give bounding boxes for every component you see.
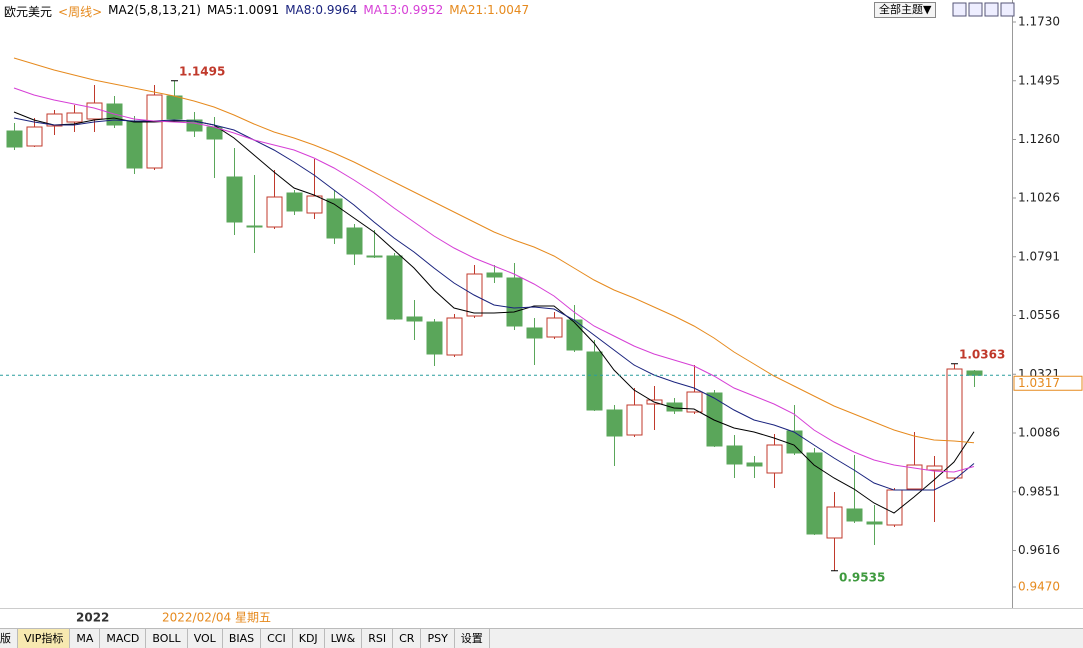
annotation-label: 0.9535 — [839, 570, 885, 584]
candle-body — [706, 392, 723, 447]
candle-body — [906, 464, 923, 490]
cursor-date: 2022/02/04 星期五 — [162, 611, 271, 625]
candle-body — [766, 444, 783, 474]
ma-line — [13, 87, 975, 473]
candle-body — [246, 225, 263, 228]
candle-body — [306, 195, 323, 214]
zoom-out-button[interactable] — [968, 2, 983, 17]
candle-body — [486, 272, 503, 278]
background — [0, 0, 1083, 628]
candle-body — [226, 176, 243, 223]
candle-body — [546, 317, 563, 338]
indicator-tab[interactable]: MA — [70, 629, 101, 648]
candle-body — [586, 351, 603, 411]
candle-body — [826, 506, 843, 539]
toolbar-icons — [952, 2, 1015, 17]
candle-body — [6, 130, 23, 148]
indicator-tab[interactable]: BOLL — [146, 629, 188, 648]
ma-line — [13, 117, 975, 491]
last-price-label: 1.0317 — [1018, 376, 1060, 390]
indicator-tab[interactable]: CCI — [261, 629, 293, 648]
y-tick-label: 1.1026 — [1018, 191, 1060, 205]
indicator: MA2(5,8,13,21) — [108, 3, 201, 17]
candle-body — [166, 95, 183, 120]
scroll-end-button[interactable] — [1000, 2, 1015, 17]
candle-body — [446, 317, 463, 356]
indicator-tab[interactable]: MACD — [100, 629, 147, 648]
indicator-tab[interactable]: PSY — [421, 629, 455, 648]
y-tick-label: 1.0086 — [1018, 426, 1060, 440]
candle-body — [326, 198, 343, 239]
y-tick-label: 1.1495 — [1018, 73, 1060, 87]
header: 欧元美元 <周线> MA2(5,8,13,21) MA5:1.0091 MA8:0… — [4, 3, 529, 20]
ma-line — [13, 111, 975, 514]
zoom-in-button[interactable] — [952, 2, 967, 17]
indicator-tab[interactable]: CR — [393, 629, 422, 648]
annotation-label: 1.0363 — [959, 347, 1005, 361]
y-tick-label: 1.1260 — [1018, 132, 1060, 146]
candle-body — [26, 126, 43, 147]
candle-body — [626, 404, 643, 436]
indicator-tab[interactable]: KDJ — [293, 629, 325, 648]
candle-body — [886, 489, 903, 526]
y-tick-label: 0.9470 — [1018, 580, 1060, 594]
candle-body — [266, 196, 283, 228]
legend-entry: MA8:0.9964 — [285, 3, 358, 17]
candle-body — [366, 255, 383, 258]
indicator-tab[interactable]: BIAS — [223, 629, 262, 648]
candle-body — [606, 409, 623, 437]
candle-body — [846, 508, 863, 522]
candle-body — [186, 119, 203, 132]
candle-body — [786, 430, 803, 454]
candle-body — [966, 370, 983, 376]
candle-body — [426, 321, 443, 355]
chart: 2022 2022/02/04 星期五 1.1730 1.1495 1.1260 1.… — [0, 0, 1083, 628]
candle-body — [346, 227, 363, 255]
symbol: 欧元美元 — [4, 5, 53, 19]
indicator-tab[interactable]: LW& — [325, 629, 363, 648]
candle-body — [806, 452, 823, 535]
candle-body — [126, 120, 143, 169]
y-tick-label: 0.9851 — [1018, 484, 1060, 498]
candle-body — [506, 277, 523, 327]
candle-body — [866, 521, 883, 525]
indicator-tab[interactable]: VOL — [188, 629, 223, 648]
legend-entry: MA13:0.9952 — [363, 3, 444, 17]
period[interactable]: <周线> — [58, 5, 103, 19]
indicator-tab[interactable]: 设置 — [455, 629, 490, 648]
plot-area — [6, 57, 983, 571]
candle-body — [386, 255, 403, 320]
annotation-label: 1.1495 — [179, 64, 225, 78]
candle-body — [946, 368, 963, 479]
ma-line — [13, 57, 975, 444]
theme-button[interactable]: 全部主题▼ — [874, 2, 937, 18]
candle-body — [46, 113, 63, 127]
scroll-button[interactable] — [984, 2, 999, 17]
y-tick-label: 1.0791 — [1018, 249, 1060, 263]
y-tick-label: 1.0556 — [1018, 308, 1060, 322]
candle-body — [686, 391, 703, 413]
y-tick-label: 1.1730 — [1018, 15, 1060, 29]
candle-body — [666, 402, 683, 412]
candle-body — [406, 316, 423, 322]
candle-body — [286, 192, 303, 212]
candle-body — [86, 102, 103, 120]
legend-entry: MA5:1.0091 — [206, 3, 280, 17]
y-tick-label: 0.9616 — [1018, 543, 1060, 557]
year-label: 2022 — [76, 611, 109, 625]
legend-entry: MA21:1.0047 — [449, 3, 530, 17]
candle-body — [526, 327, 543, 339]
candle-body — [146, 94, 163, 169]
indicator-tab[interactable]: 版 — [0, 629, 18, 648]
indicator-tabs: 版 VIP指标 MA MACD BOLL VOL BIAS CCI KDJ LW& RSI CR PSY… — [0, 628, 1083, 648]
indicator-tab[interactable]: VIP指标 — [18, 629, 71, 648]
last-price-box — [1013, 375, 1083, 391]
candle-body — [66, 112, 83, 123]
candle-body — [726, 445, 743, 465]
candle-body — [746, 462, 763, 467]
candle-body — [926, 465, 943, 471]
indicator-tab[interactable]: RSI — [362, 629, 394, 648]
